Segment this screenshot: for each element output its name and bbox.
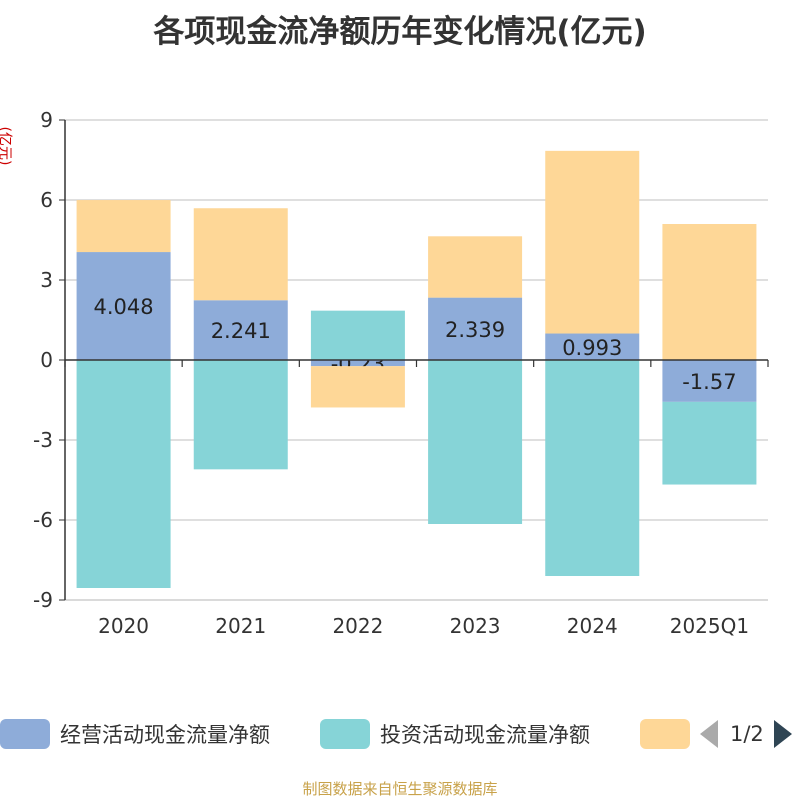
legend-prev-page-icon[interactable] (700, 720, 718, 748)
bar-2-2020 (76, 200, 171, 253)
bar-2-2024 (545, 150, 640, 334)
bar-2-2025Q1 (662, 224, 757, 360)
legend-swatch-financing (640, 719, 690, 749)
y-tick-label: 0 (40, 348, 53, 372)
bar-2-2023 (428, 236, 523, 298)
bar-1-2023 (428, 360, 523, 524)
legend-swatch-operating (0, 719, 50, 749)
data-label: 2.339 (445, 318, 505, 342)
legend-next-page-icon[interactable] (773, 720, 792, 748)
legend-swatch-investing (320, 719, 370, 749)
bar-0-2021 (193, 300, 288, 360)
data-label: 0.993 (562, 336, 622, 360)
y-tick-label: -9 (33, 588, 53, 612)
legend-label-investing: 投资活动现金流量净额 (380, 723, 590, 747)
data-label: 2.241 (211, 319, 271, 343)
y-tick-label: 3 (40, 268, 53, 292)
y-tick-label: -3 (33, 428, 53, 452)
data-label: -1.57 (682, 370, 736, 394)
bar-1-2020 (76, 360, 171, 588)
bar-0-2020 (76, 252, 171, 360)
x-tick-label: 2022 (332, 614, 383, 638)
bar-0-2025Q1 (662, 360, 757, 402)
bar-2-2021 (193, 208, 288, 301)
bar-0-2022 (310, 360, 405, 367)
bar-1-2021 (193, 360, 288, 470)
x-tick-label: 2024 (567, 614, 618, 638)
x-tick-label: 2020 (98, 614, 149, 638)
y-tick-label: 9 (40, 108, 53, 132)
legend-item-operating[interactable]: 经营活动现金流量净额 (0, 716, 270, 752)
stacked-bar-chart: 9630-3-6-94.04820202.2412021-0.2320222.3… (33, 108, 769, 638)
x-tick-label: 2023 (450, 614, 501, 638)
legend-pager: 1/2 (700, 716, 792, 752)
data-label: 4.048 (94, 295, 154, 319)
bar-2-2022 (310, 366, 405, 408)
legend-label-operating: 经营活动现金流量净额 (60, 723, 270, 747)
legend-item-investing[interactable]: 投资活动现金流量净额 (320, 716, 590, 752)
legend: 经营活动现金流量净额 投资活动现金流量净额 1/2 (0, 716, 800, 756)
bar-1-2022 (310, 310, 405, 360)
legend-page-number: 1/2 (730, 722, 764, 746)
x-tick-label: 2021 (215, 614, 266, 638)
legend-item-financing[interactable] (640, 716, 700, 752)
bar-1-2025Q1 (662, 401, 757, 485)
chart-title: 各项现金流净额历年变化情况(亿元) (153, 14, 647, 50)
bar-0-2024 (545, 333, 640, 360)
y-tick-label: -6 (33, 508, 53, 532)
bar-1-2024 (545, 360, 640, 576)
data-source-note: 制图数据来自恒生聚源数据库 (302, 780, 498, 798)
bar-0-2023 (428, 297, 523, 360)
y-tick-label: 6 (40, 188, 53, 212)
x-tick-label: 2025Q1 (670, 614, 749, 638)
